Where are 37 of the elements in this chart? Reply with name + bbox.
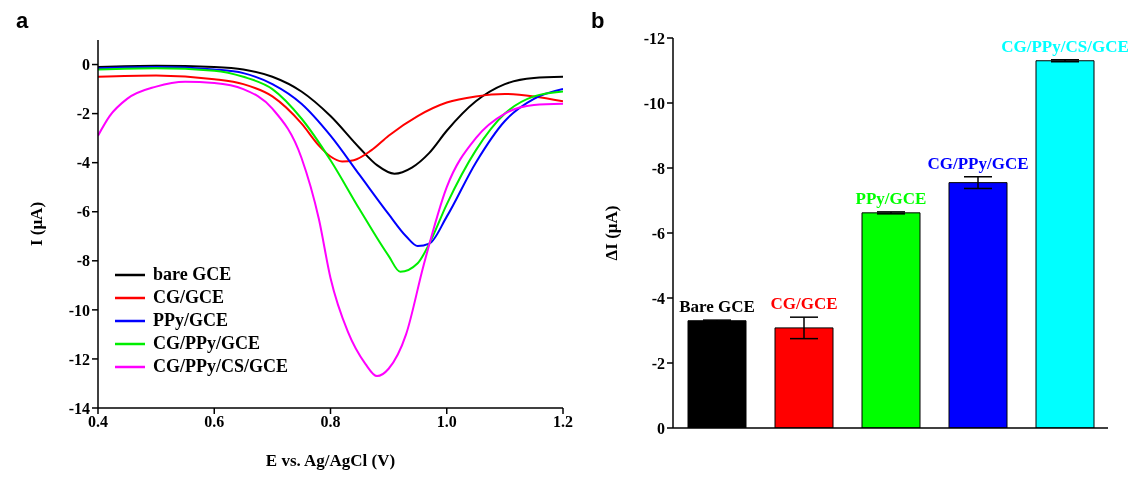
y-axis-title: ΔI (μA) [602,205,622,261]
category-label: CG/PPy/CS/GCE [1001,36,1129,56]
y-tick-label: 0 [657,419,665,437]
x-tick-label: 0.8 [320,413,341,431]
y-axis-title: I (μA) [27,201,47,247]
x-axis-title: E vs. Ag/AgCl (V) [265,451,396,470]
legend-label: CG/PPy/CS/GCE [153,355,289,378]
y-tick-label: -6 [76,203,90,221]
category-label: CG/PPy/GCE [927,153,1029,173]
y-tick-label: -12 [643,29,665,47]
y-tick-label: -12 [68,350,90,368]
y-tick-label: -4 [76,154,90,172]
x-tick-label: 1.2 [553,413,573,431]
y-tick-label: -4 [651,289,665,307]
y-tick-label: -8 [76,252,90,270]
y-tick-label: -10 [68,301,90,319]
legend-label: PPy/GCE [153,309,228,332]
line-series [98,80,563,378]
y-tick-label: -14 [68,399,90,417]
y-tick-label: -6 [651,224,665,242]
category-label: PPy/GCE [855,188,927,208]
chart-title: b [591,8,605,34]
line-series [98,74,563,163]
y-tick-label: -2 [76,105,90,123]
x-tick-label: 0.6 [204,413,225,431]
x-tick-label: 1.0 [436,413,457,431]
y-tick-label: -10 [643,94,665,112]
chart-title: a [16,8,29,34]
x-tick-label: 0.4 [88,413,108,431]
legend-label: CG/PPy/GCE [153,332,260,355]
legend-label: CG/GCE [153,286,225,309]
y-tick-label: -2 [651,354,665,372]
category-label: CG/GCE [770,294,838,314]
legend-label: bare GCE [153,263,232,286]
y-tick-label: 0 [82,56,90,74]
y-tick-label: -8 [651,159,665,177]
category-label: Bare GCE [679,297,755,317]
